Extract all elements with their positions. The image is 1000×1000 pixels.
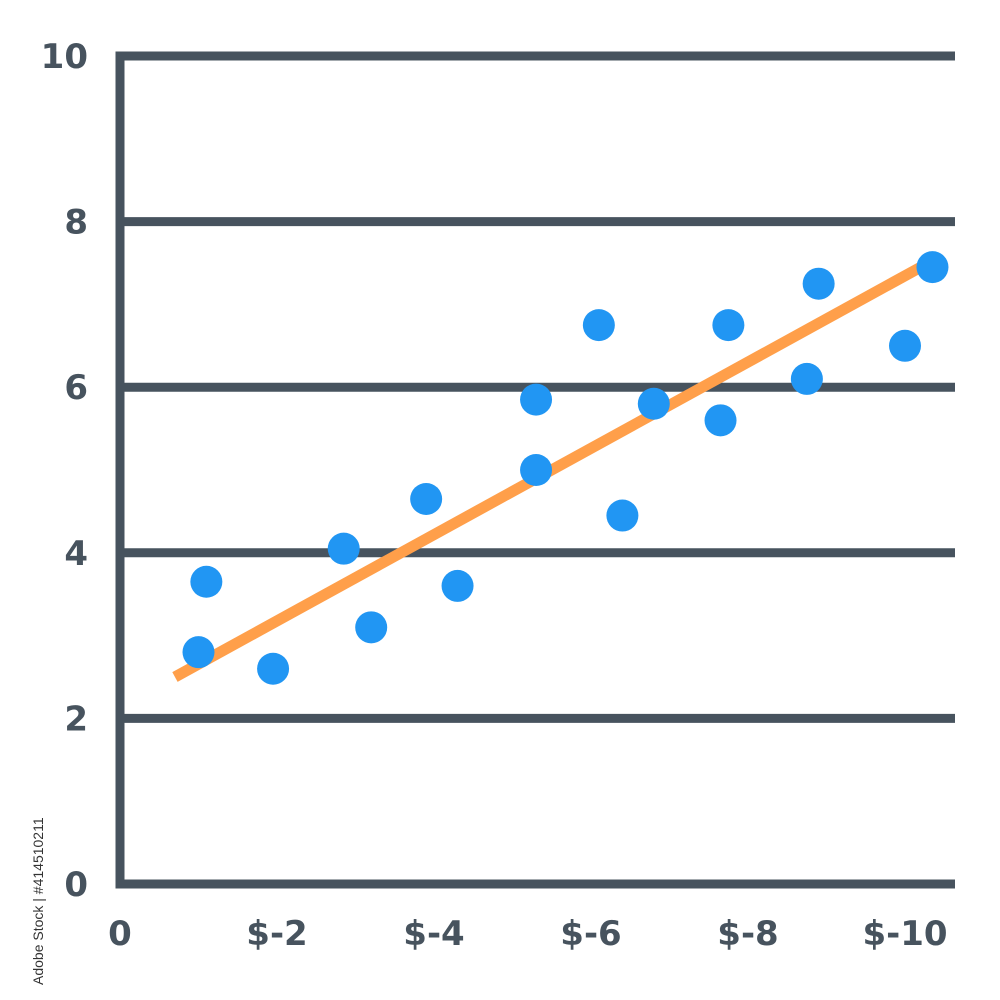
data-point-14 — [712, 309, 745, 342]
data-point-13 — [704, 404, 737, 437]
y-tick-label-4: 4 — [64, 534, 88, 574]
data-point-8 — [520, 383, 553, 416]
data-point-1 — [190, 565, 223, 598]
x-tick-labels: 0 $-2 $-4 $-6 $-8 $-10 — [108, 914, 947, 954]
data-point-18 — [916, 251, 949, 284]
watermark-text: Adobe Stock | #414510211 — [30, 817, 46, 985]
data-point-9 — [520, 454, 553, 486]
y-tick-label-0: 0 — [64, 865, 88, 905]
x-tick-label-10: $-10 — [862, 914, 947, 954]
x-tick-label-8: $-8 — [717, 914, 778, 954]
data-point-3 — [257, 652, 290, 685]
x-tick-label-4: $-4 — [403, 914, 464, 954]
data-points — [182, 251, 949, 685]
data-point-11 — [606, 499, 639, 532]
data-point-15 — [790, 362, 823, 395]
data-point-6 — [410, 482, 443, 515]
y-tick-labels: 0 2 4 6 8 10 — [41, 37, 88, 905]
data-point-16 — [802, 267, 835, 300]
data-point-4 — [327, 532, 360, 565]
y-tick-label-8: 8 — [64, 203, 88, 243]
data-point-12 — [637, 387, 670, 420]
x-tick-label-6: $-6 — [560, 914, 621, 954]
y-tick-label-6: 6 — [64, 368, 88, 408]
data-point-17 — [889, 329, 921, 362]
y-tick-label-2: 2 — [64, 699, 88, 739]
x-tick-label-2: $-2 — [246, 914, 307, 954]
data-point-2 — [182, 636, 215, 669]
data-point-10 — [582, 309, 615, 342]
y-tick-label-10: 10 — [41, 37, 88, 77]
axes — [115, 51, 955, 889]
data-point-5 — [355, 611, 388, 644]
x-tick-label-0: 0 — [108, 914, 132, 954]
data-point-7 — [441, 569, 474, 602]
